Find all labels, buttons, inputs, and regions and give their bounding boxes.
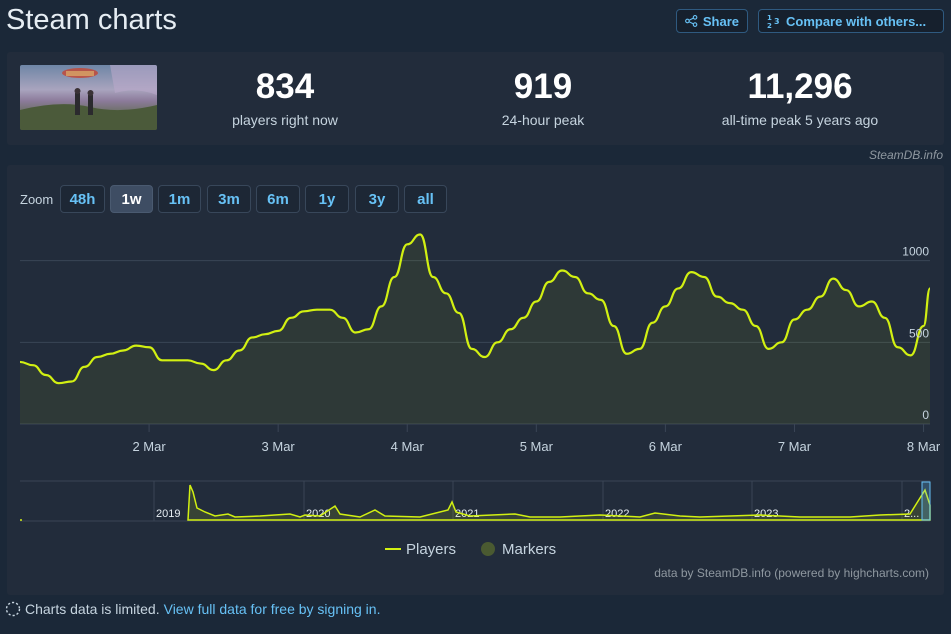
compare-icon: 1 2 3 bbox=[767, 14, 780, 29]
zoom-all-button[interactable]: all bbox=[404, 185, 447, 213]
x-tick-label: 6 Mar bbox=[649, 439, 683, 454]
sign-in-link[interactable]: View full data for free by signing in. bbox=[163, 601, 381, 617]
share-label: Share bbox=[702, 13, 739, 29]
zoom-1y-button[interactable]: 1y bbox=[305, 185, 349, 213]
players-area-fill bbox=[20, 234, 930, 424]
stat-peak24: 919 24-hour peak bbox=[466, 67, 620, 129]
compare-button[interactable]: 1 2 3 Compare with others... bbox=[758, 9, 944, 33]
chart-credits[interactable]: data by SteamDB.info (powered by highcha… bbox=[654, 566, 929, 580]
game-artwork bbox=[20, 65, 157, 130]
navigator-year-label: 2023 bbox=[754, 508, 778, 520]
current-players-label: players right now bbox=[232, 112, 338, 128]
chart-legend[interactable]: Players Markers bbox=[385, 541, 556, 558]
game-thumbnail[interactable] bbox=[20, 65, 157, 130]
navigator-years: 2019 2020 2021 2022 2023 2... bbox=[153, 481, 919, 521]
brand-label: SteamDB.info bbox=[868, 148, 943, 162]
players-series-line[interactable] bbox=[19, 233, 932, 385]
zoom-48h-button[interactable]: 48h bbox=[60, 185, 105, 213]
y-axis-labels: 0 500 1000 bbox=[902, 245, 929, 422]
zoom-6m-button[interactable]: 6m bbox=[256, 185, 300, 213]
zoom-3m-button[interactable]: 3m bbox=[207, 185, 251, 213]
navigator-handle-right[interactable] bbox=[921, 481, 931, 521]
peak24-value: 919 bbox=[513, 67, 573, 106]
footer-text: Charts data is limited. bbox=[25, 601, 160, 617]
navigator-year-label: 2019 bbox=[156, 508, 180, 520]
peak24-label: 24-hour peak bbox=[501, 112, 585, 128]
compare-label: Compare with others... bbox=[786, 13, 927, 29]
current-players-value: 834 bbox=[255, 67, 315, 106]
x-tick-label: 5 Mar bbox=[520, 439, 554, 454]
page-title: Steam charts bbox=[6, 4, 177, 36]
alltime-peak-value: 11,296 bbox=[747, 67, 853, 106]
navigator[interactable]: 2019 2020 2021 2022 2023 2... bbox=[20, 480, 931, 522]
x-tick-label: 3 Mar bbox=[262, 439, 296, 454]
y-tick-label: 500 bbox=[909, 326, 929, 340]
zoom-3y-button[interactable]: 3y bbox=[355, 185, 399, 213]
svg-text:3: 3 bbox=[774, 17, 780, 26]
navigator-line bbox=[20, 484, 931, 521]
zoom-1m-button[interactable]: 1m bbox=[158, 185, 201, 213]
y-tick-label: 1000 bbox=[902, 245, 929, 259]
stats-card: 834 players right now 919 24-hour peak 1… bbox=[7, 52, 944, 145]
markers-legend-swatch bbox=[481, 542, 495, 556]
zoom-1w-button[interactable]: 1w bbox=[110, 185, 153, 213]
svg-text:2: 2 bbox=[767, 22, 772, 29]
navigator-year-label: 2... bbox=[904, 508, 919, 520]
navigator-year-label: 2021 bbox=[455, 508, 479, 520]
zoom-label: Zoom bbox=[20, 192, 54, 207]
svg-text:1: 1 bbox=[767, 14, 772, 22]
players-line[interactable] bbox=[19, 233, 932, 385]
legend-markers[interactable]: Markers bbox=[502, 541, 556, 558]
navigator-year-label: 2020 bbox=[306, 508, 330, 520]
x-tick-label: 7 Mar bbox=[778, 439, 812, 454]
players-area bbox=[20, 234, 930, 424]
stat-current: 834 players right now bbox=[208, 67, 362, 129]
footer-note: Charts data is limited. View full data f… bbox=[5, 601, 380, 617]
y-tick-label: 0 bbox=[922, 408, 929, 422]
share-icon bbox=[685, 15, 698, 27]
stat-alltime: 11,296 all-time peak 5 years ago bbox=[695, 67, 905, 129]
navigator-year-label: 2022 bbox=[605, 508, 629, 520]
chart-card bbox=[7, 165, 944, 595]
alltime-peak-label: all-time peak 5 years ago bbox=[721, 112, 879, 128]
share-button[interactable]: Share bbox=[676, 9, 748, 33]
x-tick-label: 4 Mar bbox=[391, 439, 425, 454]
x-tick-label: 8 Mar bbox=[907, 439, 941, 454]
legend-players[interactable]: Players bbox=[406, 541, 456, 558]
x-axis-labels: 2 Mar 3 Mar 4 Mar 5 Mar 6 Mar 7 Mar 8 Mar bbox=[132, 439, 940, 454]
loading-circle-icon bbox=[5, 601, 21, 617]
x-tick-label: 2 Mar bbox=[132, 439, 166, 454]
